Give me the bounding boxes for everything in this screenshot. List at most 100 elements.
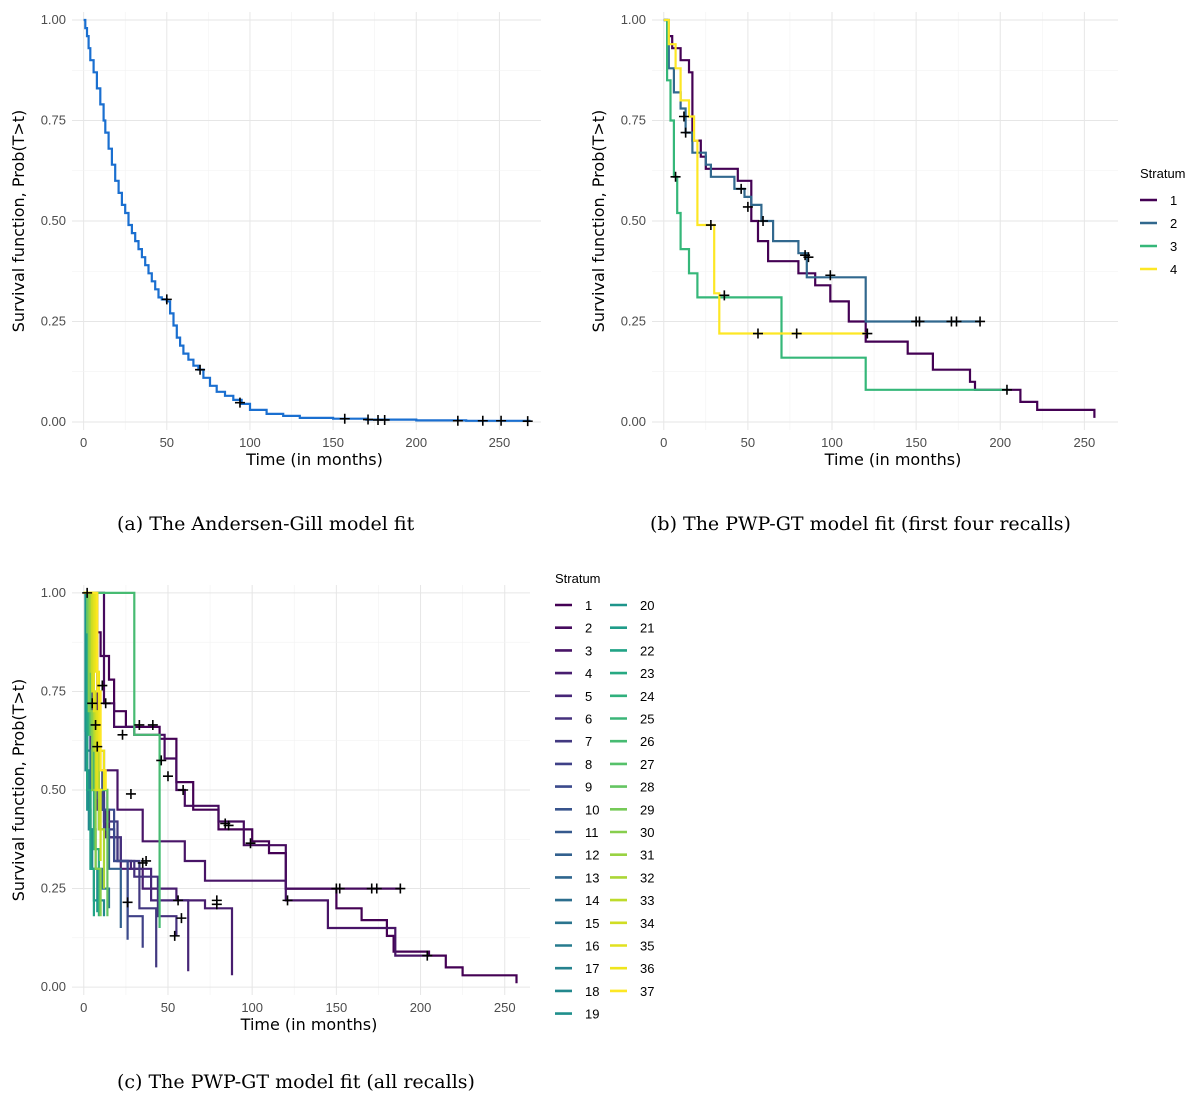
legend-label-30: 30 (640, 825, 654, 840)
legend: Stratum 1 2 3 4 (1140, 166, 1186, 277)
survival-curve-stratum-32 (83, 591, 106, 889)
legend-label-14: 14 (585, 893, 599, 908)
legend-label-1: 1 (585, 598, 592, 613)
censor-marks (670, 111, 1012, 395)
censor-mark (975, 316, 986, 327)
censor-mark (245, 838, 256, 849)
survival-curve-stratum-2 (83, 591, 401, 890)
y-tick-label: 0.00 (41, 979, 66, 994)
y-tick-label: 0.00 (41, 414, 66, 429)
legend-label-3: 3 (585, 643, 592, 658)
legend-label-6: 6 (585, 712, 592, 727)
censor-mark (195, 364, 206, 375)
censor-mark (395, 883, 406, 894)
y-tick-label: 0.75 (41, 683, 66, 698)
survival-curve-stratum-30 (83, 591, 102, 917)
panel-c-chart: 0 50 100 150 200 250 0.00 0.25 0.50 0.75 1.00 Time … (9, 571, 654, 1034)
legend-label-31: 31 (640, 848, 654, 863)
censor-mark (862, 328, 873, 339)
y-axis-title: Survival function, Prob(T>t) (9, 110, 28, 333)
censor-mark (156, 755, 167, 766)
censor-mark (678, 111, 689, 122)
y-tick-label: 1.00 (621, 12, 646, 27)
censor-mark (92, 741, 103, 752)
censor-mark (162, 771, 173, 782)
censor-mark (758, 216, 769, 226)
legend-label-16: 16 (585, 939, 599, 954)
censor-mark (705, 220, 716, 231)
censor-mark (791, 328, 802, 339)
censor-mark (234, 397, 245, 408)
x-tick-label: 250 (489, 435, 511, 450)
gridlines (72, 12, 541, 430)
censor-mark (363, 414, 374, 425)
y-tick-label: 1.00 (41, 585, 66, 600)
x-tick-label: 0 (80, 1000, 87, 1015)
censor-mark (496, 415, 507, 426)
legend-label-32: 32 (640, 870, 654, 885)
legend-label-36: 36 (640, 961, 654, 976)
x-tick-label: 250 (494, 1000, 516, 1015)
censor-mark (914, 316, 925, 327)
censor-mark (1001, 384, 1012, 395)
censor-mark (223, 820, 234, 831)
censor-mark (422, 950, 433, 961)
x-tick-label: 150 (326, 1000, 348, 1015)
censor-mark (803, 252, 814, 263)
legend: Stratum123456789101112131415161718192021… (555, 571, 654, 1022)
legend-title: Stratum (555, 571, 601, 586)
x-tick-label: 250 (1074, 435, 1096, 450)
legend-label-2: 2 (1170, 216, 1177, 231)
censor-mark (100, 698, 111, 709)
x-tick-label: 200 (410, 1000, 432, 1015)
survival-curve-stratum-3 (663, 18, 1009, 391)
legend-label-1: 1 (1170, 193, 1177, 208)
legend-label-27: 27 (640, 757, 654, 772)
censor-mark (680, 127, 691, 138)
legend-label-26: 26 (640, 734, 654, 749)
x-tick-label: 150 (905, 435, 927, 450)
censor-marks (82, 587, 433, 961)
censor-mark (752, 328, 763, 339)
legend-label-21: 21 (640, 621, 654, 636)
legend-label-35: 35 (640, 939, 654, 954)
censor-mark (82, 587, 93, 598)
caption-a: (a) The Andersen-Gill model fit (117, 513, 415, 535)
legend-label-4: 4 (585, 666, 592, 681)
caption-b: (b) The PWP-GT model fit (first four rec… (650, 513, 1071, 535)
legend-label-19: 19 (585, 1007, 599, 1022)
survival-curve-stratum-4 (663, 18, 866, 335)
y-tick-label: 0.25 (621, 313, 646, 328)
survival-curve-stratum-37 (83, 591, 107, 790)
y-tick-label: 0.75 (621, 113, 646, 128)
censor-mark (90, 719, 101, 730)
y-axis-title: Survival function, Prob(T>t) (9, 679, 28, 902)
censor-mark (161, 294, 172, 305)
censor-mark (97, 680, 108, 691)
censor-mark (334, 883, 345, 894)
censor-mark (742, 201, 753, 212)
legend-label-33: 33 (640, 893, 654, 908)
censor-mark (173, 895, 184, 906)
censor-mark (141, 855, 152, 866)
y-tick-label: 0.25 (41, 313, 66, 328)
legend-label-2: 2 (585, 621, 592, 636)
censor-mark (117, 729, 128, 740)
survival-curve-stratum-1 (663, 18, 1096, 418)
x-tick-label: 100 (241, 1000, 263, 1015)
x-tick-label: 100 (239, 435, 261, 450)
x-tick-label: 50 (161, 1000, 175, 1015)
censor-mark (951, 316, 962, 327)
gridlines (72, 585, 530, 995)
x-tick-label: 50 (741, 435, 755, 450)
censor-mark (125, 788, 136, 799)
legend-label-25: 25 (640, 712, 654, 727)
legend-label-7: 7 (585, 734, 592, 749)
censor-mark (87, 698, 98, 709)
censor-mark (736, 183, 747, 194)
y-tick-label: 1.00 (41, 12, 66, 27)
legend-label-10: 10 (585, 802, 599, 817)
x-tick-label: 100 (821, 435, 843, 450)
x-tick-label: 200 (405, 435, 427, 450)
